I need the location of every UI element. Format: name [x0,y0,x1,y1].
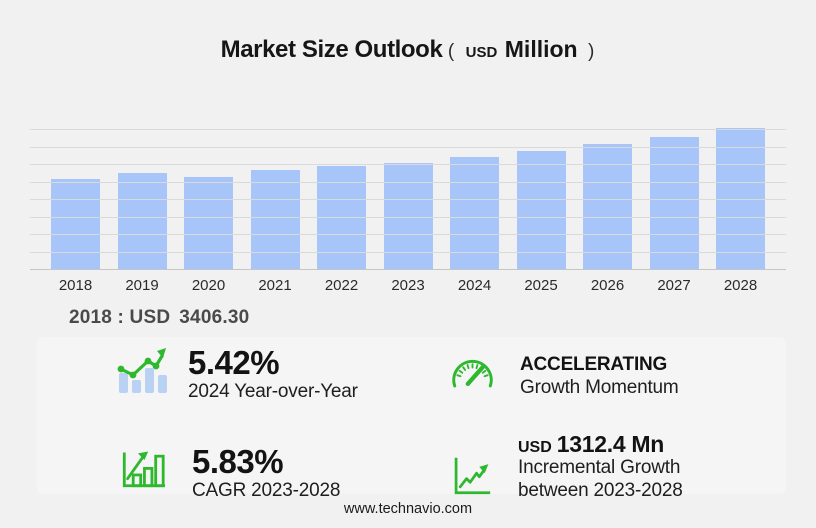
cagr-label: CAGR 2023-2028 [192,479,341,501]
gridline [30,251,786,253]
x-tick-2026: 2026 [590,277,625,294]
x-tick-2028: 2028 [723,277,758,294]
x-tick-2021: 2021 [258,277,292,294]
line-growth-icon [452,455,492,500]
yoy-label: 2024 Year-over-Year [188,380,358,402]
momentum-label: Growth Momentum [520,377,679,399]
x-axis-labels: 2018 2019 2020 2021 2022 2023 2024 2025 2026 2027… [30,277,786,294]
incremental-value: 1312.4 Mn [556,431,665,457]
x-tick-2019: 2019 [125,277,159,294]
yoy-value: 5.42% [188,344,280,381]
bar-2024[interactable] [450,156,499,269]
trend-bars-icon [116,344,168,401]
momentum-value: ACCELERATING [520,354,668,375]
incremental-label-2: between 2023-2028 [518,480,683,502]
incremental-label: Incremental Growth [518,457,681,478]
gridline [30,164,786,165]
bar-2023[interactable] [383,162,433,269]
gridline [30,216,786,218]
stat-momentum: ACCELERATING Growth Momentum [449,353,679,402]
bar-2025[interactable] [516,150,566,269]
bar-2018[interactable] [51,178,100,269]
bar-2021[interactable] [250,170,300,269]
chart-title: Market Size Outlook ( USD Million ) [0,36,816,64]
gridline [30,146,786,148]
bar-2028[interactable] [716,127,765,269]
selected-value-number: 3406.30 [179,307,250,328]
gridline [30,181,786,183]
gridline [30,234,786,235]
title-currency: USD [465,44,498,61]
x-tick-2023: 2023 [391,277,425,294]
bar-2019[interactable] [117,173,167,269]
speedometer-icon [449,353,496,402]
stat-yoy: 5.42% 2024 Year-over-Year [116,344,358,403]
gridline [30,199,786,200]
x-tick-2025: 2025 [524,277,558,294]
bar-2026[interactable] [583,143,632,269]
title-close-paren: ) [588,41,595,62]
website-link[interactable]: www.technavio.com [343,501,473,517]
stat-incremental: USD 1312.4 Mn Incremental Growth between … [452,433,683,502]
selected-value-prefix: 2018 : USD [69,307,171,328]
incremental-currency: USD [518,439,552,456]
x-tick-2024: 2024 [457,277,492,294]
stat-cagr: 5.83% CAGR 2023-2028 [121,444,340,502]
title-open-paren: ( [447,41,455,62]
x-tick-2018: 2018 [58,277,93,294]
title-unit: Million [504,36,578,62]
gridline [30,129,786,130]
x-tick-2027: 2027 [657,277,691,294]
chart-title-text: Market Size Outlook [220,36,443,63]
bar-plot [30,127,786,270]
bar-2020[interactable] [184,177,233,269]
bar-growth-icon [121,444,166,494]
x-tick-2022: 2022 [324,277,359,294]
x-tick-2020: 2020 [191,277,226,294]
selected-value-label: 2018 : USD 3406.30 [69,307,249,329]
bar-2027[interactable] [649,136,699,269]
cagr-value: 5.83% [192,443,284,480]
